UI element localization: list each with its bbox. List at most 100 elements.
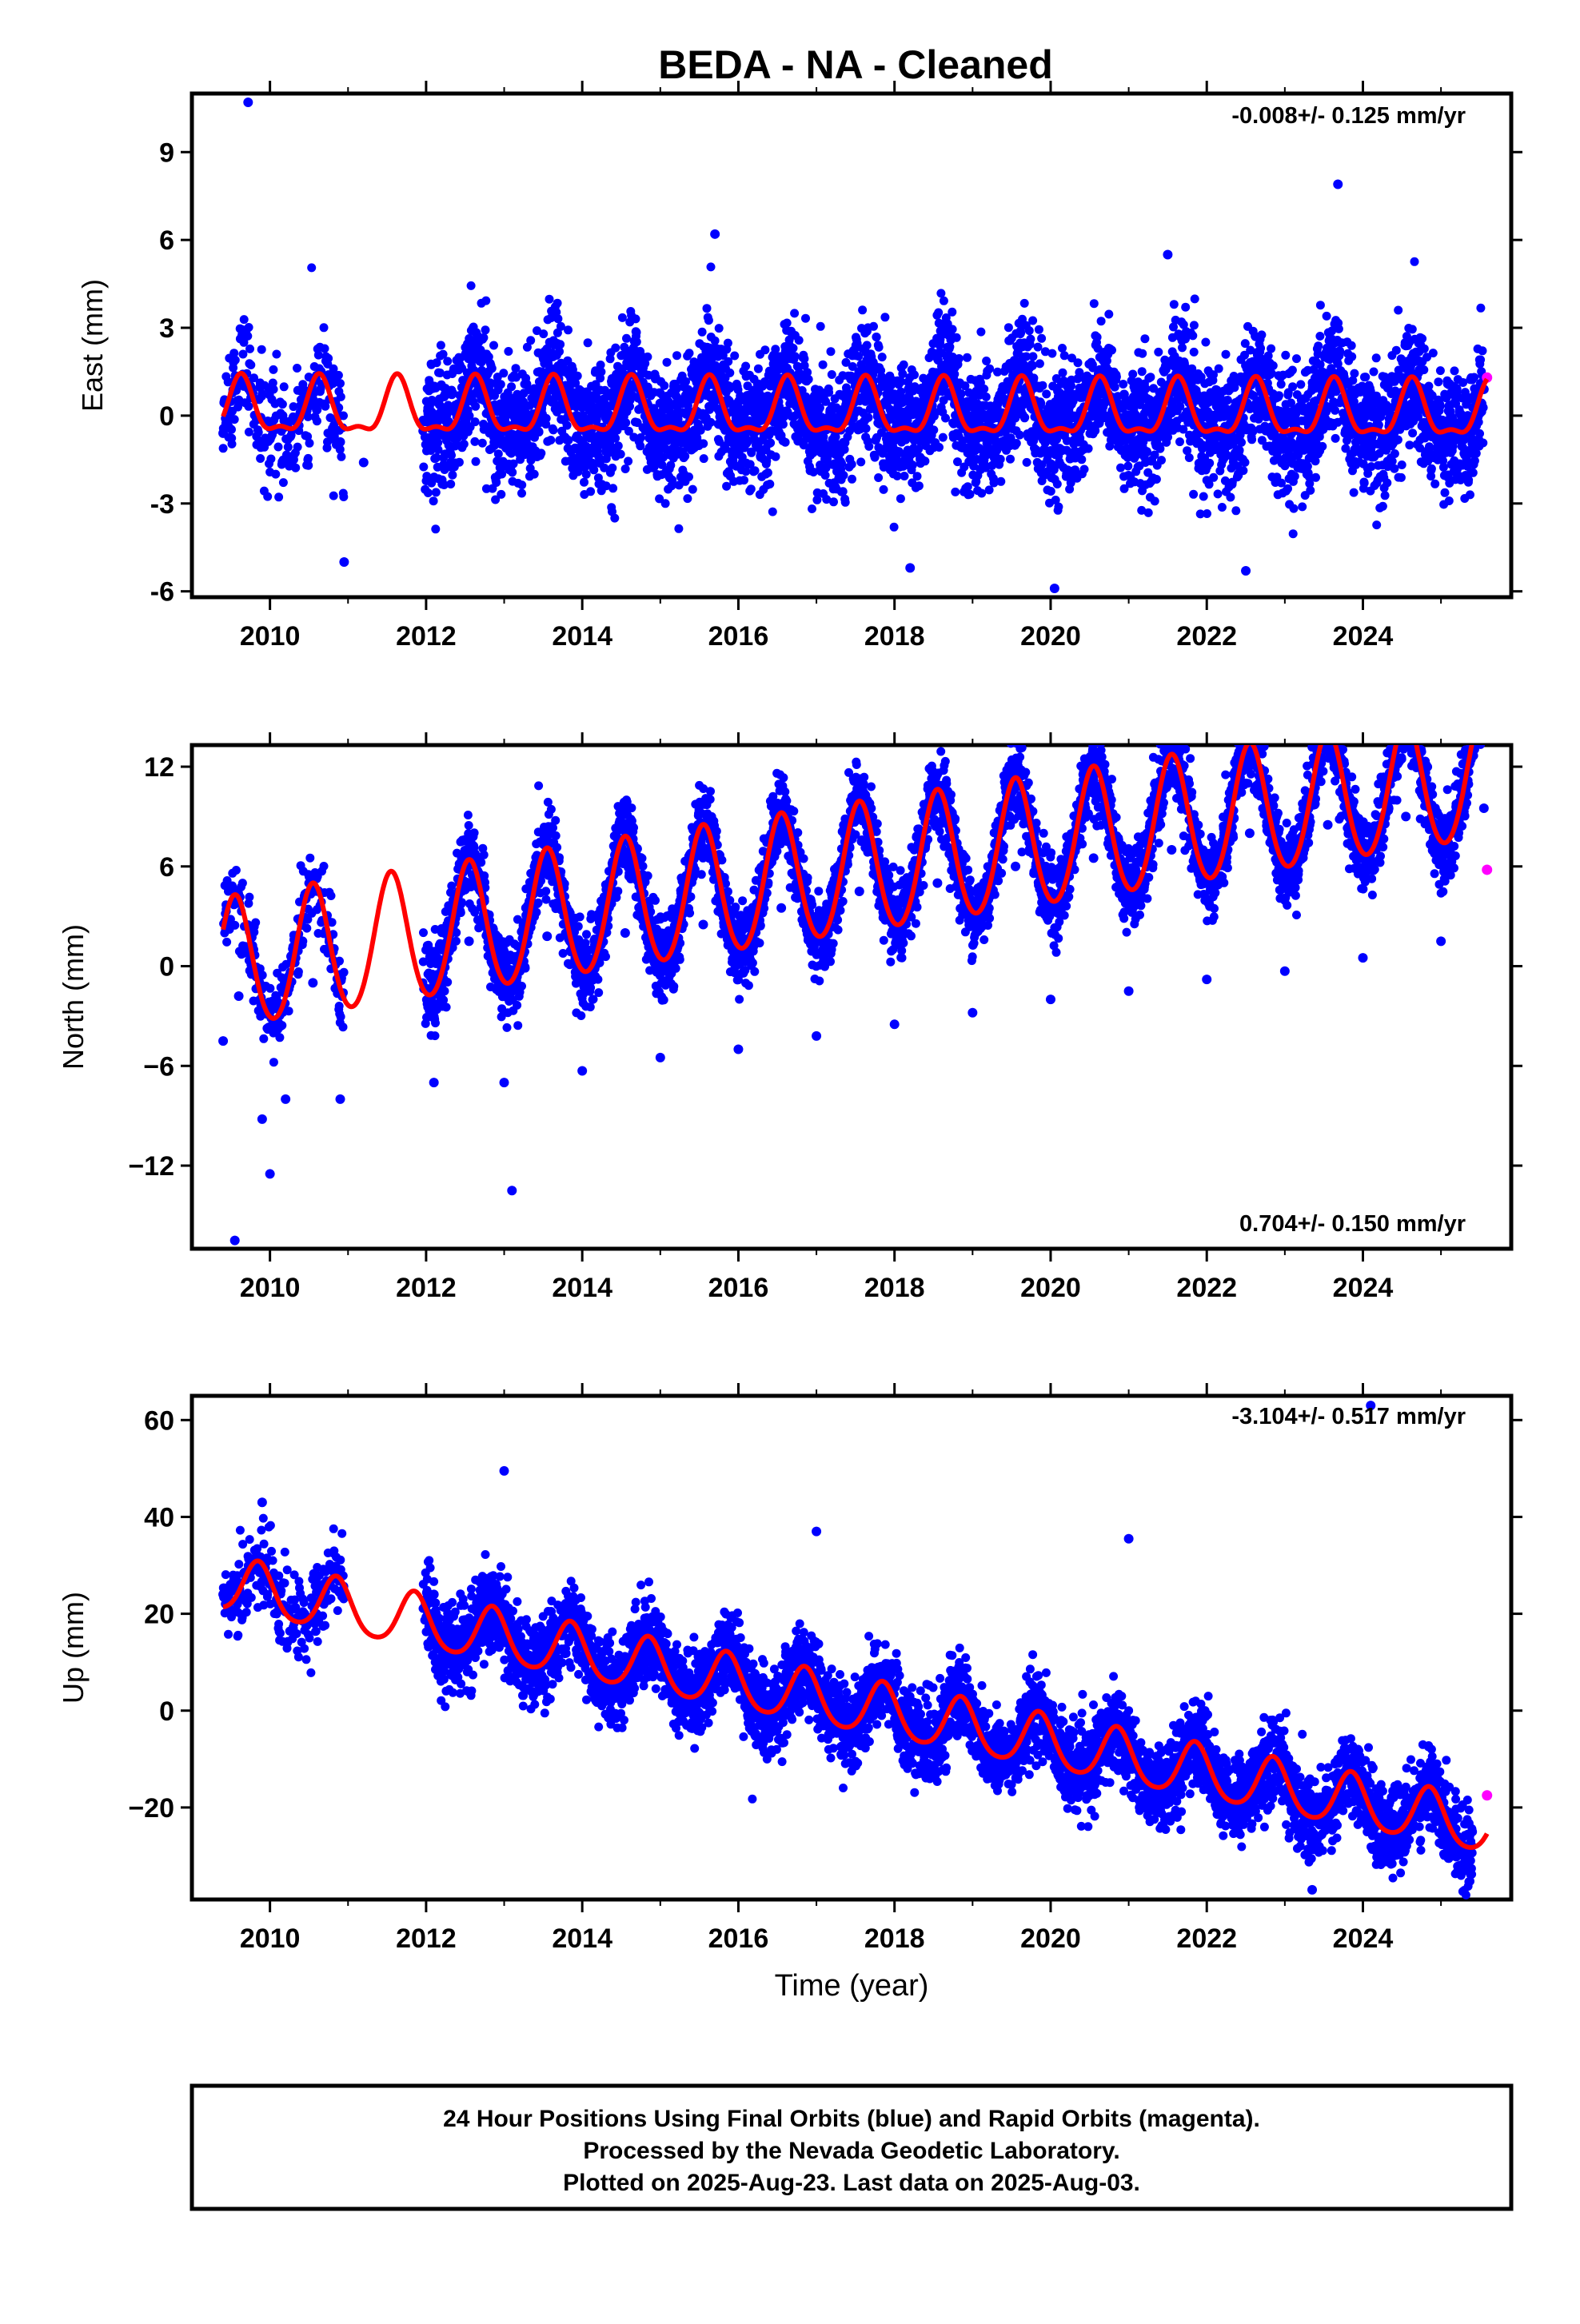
- east-final-point: [1155, 444, 1165, 453]
- east-final-point: [303, 412, 313, 421]
- east-final-point: [272, 349, 281, 359]
- east-final-point: [625, 401, 634, 411]
- east-final-point: [529, 469, 539, 479]
- east-final-point: [432, 452, 441, 462]
- east-final-point: [504, 347, 513, 356]
- east-final-point: [1407, 325, 1417, 334]
- east-final-point: [1096, 317, 1106, 326]
- east-final-point: [1046, 487, 1055, 496]
- east-final-point: [479, 333, 489, 342]
- east-final-point: [553, 314, 563, 324]
- east-final-point: [293, 442, 302, 452]
- east-final-point: [233, 402, 242, 412]
- east-final-point: [980, 385, 989, 393]
- east-final-point: [996, 476, 1006, 486]
- east-final-point: [305, 438, 314, 448]
- east-final-point: [1217, 503, 1227, 512]
- east-final-point: [1154, 347, 1163, 357]
- east-final-point: [1213, 489, 1223, 499]
- east-final-point: [622, 333, 631, 343]
- east-final-point: [537, 448, 546, 458]
- east-final-point: [329, 491, 338, 500]
- east-final-point: [1256, 344, 1266, 353]
- east-final-point: [534, 428, 544, 436]
- east-final-point: [230, 355, 240, 365]
- east-final-point: [1024, 326, 1034, 336]
- east-final-point: [1359, 478, 1369, 488]
- east-final-point: [768, 507, 777, 516]
- east-final-point: [1175, 437, 1184, 447]
- east-final-point: [1140, 334, 1150, 344]
- east-final-point: [1028, 352, 1038, 361]
- east-final-point: [963, 482, 972, 492]
- east-final-point: [244, 401, 253, 411]
- east-final-point: [274, 492, 284, 502]
- east-final-point: [610, 513, 620, 523]
- east-final-point: [771, 345, 780, 354]
- east-final-point: [697, 327, 707, 337]
- east-final-point: [492, 478, 501, 487]
- east-final-point: [1322, 311, 1331, 321]
- east-final-point: [963, 353, 972, 362]
- east-final-point: [948, 325, 957, 334]
- east-final-point: [747, 448, 756, 457]
- east-final-point: [1188, 331, 1198, 341]
- east-final-point: [499, 369, 509, 378]
- east-final-point: [541, 413, 551, 423]
- east-final-point: [620, 464, 630, 473]
- east-final-point: [1058, 368, 1067, 377]
- east-final-point: [539, 329, 549, 339]
- east-final-point: [447, 451, 456, 460]
- east-final-point: [706, 417, 716, 427]
- east-final-point: [489, 341, 498, 350]
- east-final-point: [941, 413, 950, 423]
- east-final-point: [840, 497, 850, 507]
- east-final-point: [696, 425, 705, 435]
- east-final-point: [1019, 298, 1029, 308]
- east-final-point: [746, 484, 756, 494]
- east-final-point: [912, 472, 922, 481]
- east-final-point: [725, 368, 735, 377]
- east-final-point: [1038, 381, 1047, 390]
- east-final-point: [659, 452, 668, 462]
- east-final-point: [533, 326, 541, 336]
- east-final-point: [1047, 349, 1057, 358]
- east-final-point: [1390, 449, 1399, 458]
- east-final-point: [936, 289, 946, 298]
- east-final-point: [1349, 488, 1359, 497]
- east-final-point: [889, 522, 899, 532]
- east-final-point: [583, 338, 592, 348]
- east-final-point: [954, 354, 964, 363]
- east-final-point: [1203, 509, 1211, 518]
- east-final-point: [564, 436, 573, 445]
- east-final-point: [896, 494, 905, 504]
- east-final-point: [1361, 373, 1371, 382]
- east-final-point: [1350, 369, 1359, 378]
- east-final-point: [1034, 325, 1043, 334]
- east-final-point: [419, 462, 429, 472]
- east-final-point: [1311, 472, 1320, 482]
- east-final-point: [611, 433, 620, 443]
- east-final-point: [1419, 344, 1429, 353]
- east-final-point: [723, 338, 732, 348]
- east-final-point: [684, 472, 693, 481]
- east-final-point: [856, 457, 866, 467]
- east-final-point: [1181, 302, 1191, 312]
- east-final-point: [1318, 441, 1327, 451]
- east-final-point: [1314, 341, 1323, 351]
- east-final-point: [1189, 321, 1199, 330]
- east-final-point: [471, 401, 481, 411]
- east-final-point: [329, 364, 338, 373]
- east-final-point: [1410, 257, 1419, 266]
- east-final-point: [660, 499, 670, 508]
- east-final-point: [1390, 464, 1399, 473]
- east-final-point: [702, 304, 712, 313]
- east-final-point: [710, 336, 720, 345]
- east-final-point: [981, 393, 991, 401]
- east-final-point: [1020, 413, 1030, 422]
- east-final-point: [1037, 333, 1047, 343]
- east-final-point: [589, 465, 599, 475]
- east-final-point: [864, 413, 873, 422]
